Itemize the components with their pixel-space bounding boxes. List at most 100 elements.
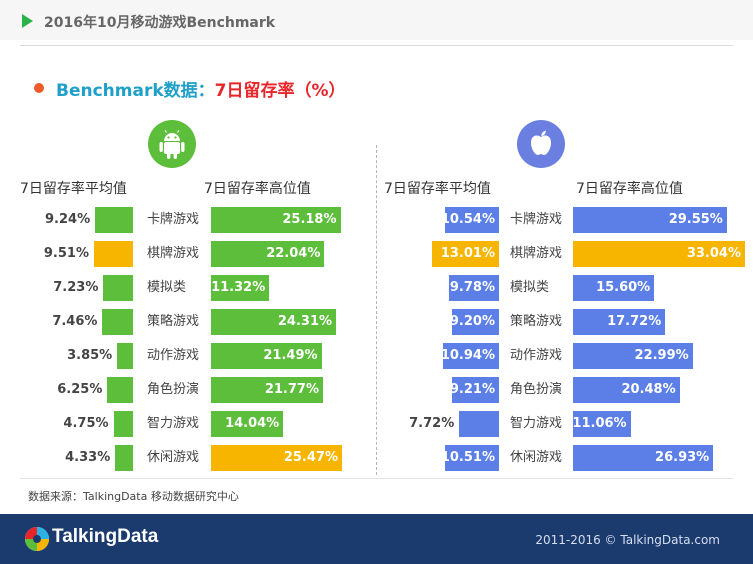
ios-avg-label: 10.51% xyxy=(440,450,495,465)
apple-icon-graphic xyxy=(531,130,551,155)
android-category-label: 智力游戏 xyxy=(147,416,200,431)
ios-high-bar xyxy=(573,445,714,471)
data-source: 数据来源：TalkingData 移动数据研究中心 xyxy=(28,490,239,503)
subtitle-prefix: Benchmark数据： xyxy=(56,81,215,101)
ios-avg-bar xyxy=(444,445,499,471)
ios-high-label: 11.06% xyxy=(572,416,627,431)
apple-icon xyxy=(517,120,565,168)
ios-category-label: 模拟类 xyxy=(510,280,550,295)
footer-copyright: 2011-2016 © TalkingData.com xyxy=(535,533,720,547)
ios-category-label: 智力游戏 xyxy=(510,416,563,431)
ios-high-bar xyxy=(573,207,727,233)
android-high-label: 21.77% xyxy=(264,382,319,397)
footer-logo-text: TalkingData xyxy=(52,526,159,547)
android-high-label: 25.18% xyxy=(282,212,337,227)
android-category-label: 棋牌游戏 xyxy=(147,246,200,261)
header-divider xyxy=(20,45,733,46)
android-icon xyxy=(148,120,196,168)
android-high-label: 22.04% xyxy=(266,246,321,261)
ios-high-header: 7日留存率高位值 xyxy=(576,181,683,197)
android-icon-graphic xyxy=(159,130,185,159)
ios-high-label: 17.72% xyxy=(607,314,662,329)
ios-avg-label: 10.94% xyxy=(440,348,495,363)
ios-avg-bar xyxy=(444,207,499,233)
android-avg-label: 3.85% xyxy=(67,348,113,363)
android-high-bar xyxy=(211,275,270,301)
ios-high-label: 22.99% xyxy=(634,348,689,363)
android-high-bar xyxy=(211,411,284,437)
android-high-label: 14.04% xyxy=(225,416,280,431)
ios-avg-label: 7.72% xyxy=(409,416,455,431)
android-high-bar xyxy=(211,343,322,369)
ios-category-label: 棋牌游戏 xyxy=(510,246,563,261)
ios-avg-label: 9.21% xyxy=(449,382,495,397)
android-avg-label: 7.46% xyxy=(52,314,98,329)
android-category-label: 策略游戏 xyxy=(147,314,200,329)
android-avg-label: 7.23% xyxy=(53,280,99,295)
subtitle-highlight: 7日留存率（%） xyxy=(214,81,346,101)
ios-avg-bar xyxy=(451,309,499,335)
source-divider xyxy=(20,478,733,479)
android-high-label: 24.31% xyxy=(277,314,333,329)
ios-avg-label: 9.20% xyxy=(449,314,495,329)
android-category-label: 动作游戏 xyxy=(147,348,200,363)
android-avg-bar xyxy=(102,309,133,335)
ios-avg-header: 7日留存率平均值 xyxy=(384,181,491,197)
android-avg-label: 4.75% xyxy=(63,416,109,431)
android-avg-bar xyxy=(117,343,133,369)
ios-avg-bar xyxy=(451,377,499,403)
android-high-label: 25.47% xyxy=(283,450,338,465)
android-high-bar xyxy=(211,445,342,471)
android-avg-label: 9.51% xyxy=(43,246,89,261)
ios-high-label: 26.93% xyxy=(655,450,710,465)
talkingdata-logo-icon xyxy=(25,527,49,551)
bullet-dot-icon xyxy=(34,83,44,93)
ios-category-label: 休闲游戏 xyxy=(510,450,563,465)
ios-category-label: 卡牌游戏 xyxy=(510,212,563,227)
android-avg-bar xyxy=(113,411,133,437)
ios-avg-bar xyxy=(442,343,499,369)
ios-high-bar xyxy=(573,241,745,267)
ios-category-label: 角色扮演 xyxy=(510,382,563,397)
android-category-label: 卡牌游戏 xyxy=(147,212,200,227)
ios-high-bar xyxy=(573,275,655,301)
android-avg-bar xyxy=(95,207,133,233)
android-avg-header: 7日留存率平均值 xyxy=(20,181,127,197)
android-category-label: 角色扮演 xyxy=(147,382,200,397)
android-category-label: 休闲游戏 xyxy=(147,450,200,465)
ios-category-label: 策略游戏 xyxy=(510,314,563,329)
ios-high-label: 33.04% xyxy=(686,246,741,261)
android-high-bar xyxy=(211,309,337,335)
ios-avg-bar xyxy=(459,411,499,437)
ios-avg-bar xyxy=(432,241,499,267)
footer-bar xyxy=(0,514,753,564)
android-high-bar xyxy=(211,241,325,267)
ios-avg-label: 10.54% xyxy=(440,212,495,227)
android-high-bar xyxy=(211,207,341,233)
ios-avg-bar xyxy=(448,275,499,301)
android-avg-bar xyxy=(107,377,133,403)
android-high-header: 7日留存率高位值 xyxy=(204,181,311,197)
ios-high-bar xyxy=(573,343,693,369)
header-bar xyxy=(0,0,753,40)
play-triangle-icon xyxy=(22,14,33,28)
center-divider xyxy=(376,145,377,475)
ios-high-bar xyxy=(573,377,680,403)
android-avg-bar xyxy=(94,241,133,267)
android-avg-bar xyxy=(103,275,133,301)
chart-subtitle: Benchmark数据：7日留存率（%） xyxy=(56,76,346,101)
page-title: 2016年10月移动游戏Benchmark xyxy=(44,15,276,31)
android-avg-label: 6.25% xyxy=(57,382,103,397)
ios-high-bar xyxy=(573,309,666,335)
ios-avg-label: 9.78% xyxy=(449,280,495,295)
android-avg-label: 9.24% xyxy=(45,212,91,227)
ios-category-label: 动作游戏 xyxy=(510,348,563,363)
android-avg-bar xyxy=(115,445,133,471)
ios-high-label: 15.60% xyxy=(596,280,651,295)
android-high-bar xyxy=(211,377,323,403)
android-category-label: 模拟类 xyxy=(147,280,187,295)
android-high-label: 21.49% xyxy=(263,348,318,363)
ios-high-label: 29.55% xyxy=(668,212,723,227)
android-high-label: 11.32% xyxy=(211,280,266,295)
ios-high-bar xyxy=(573,411,631,437)
